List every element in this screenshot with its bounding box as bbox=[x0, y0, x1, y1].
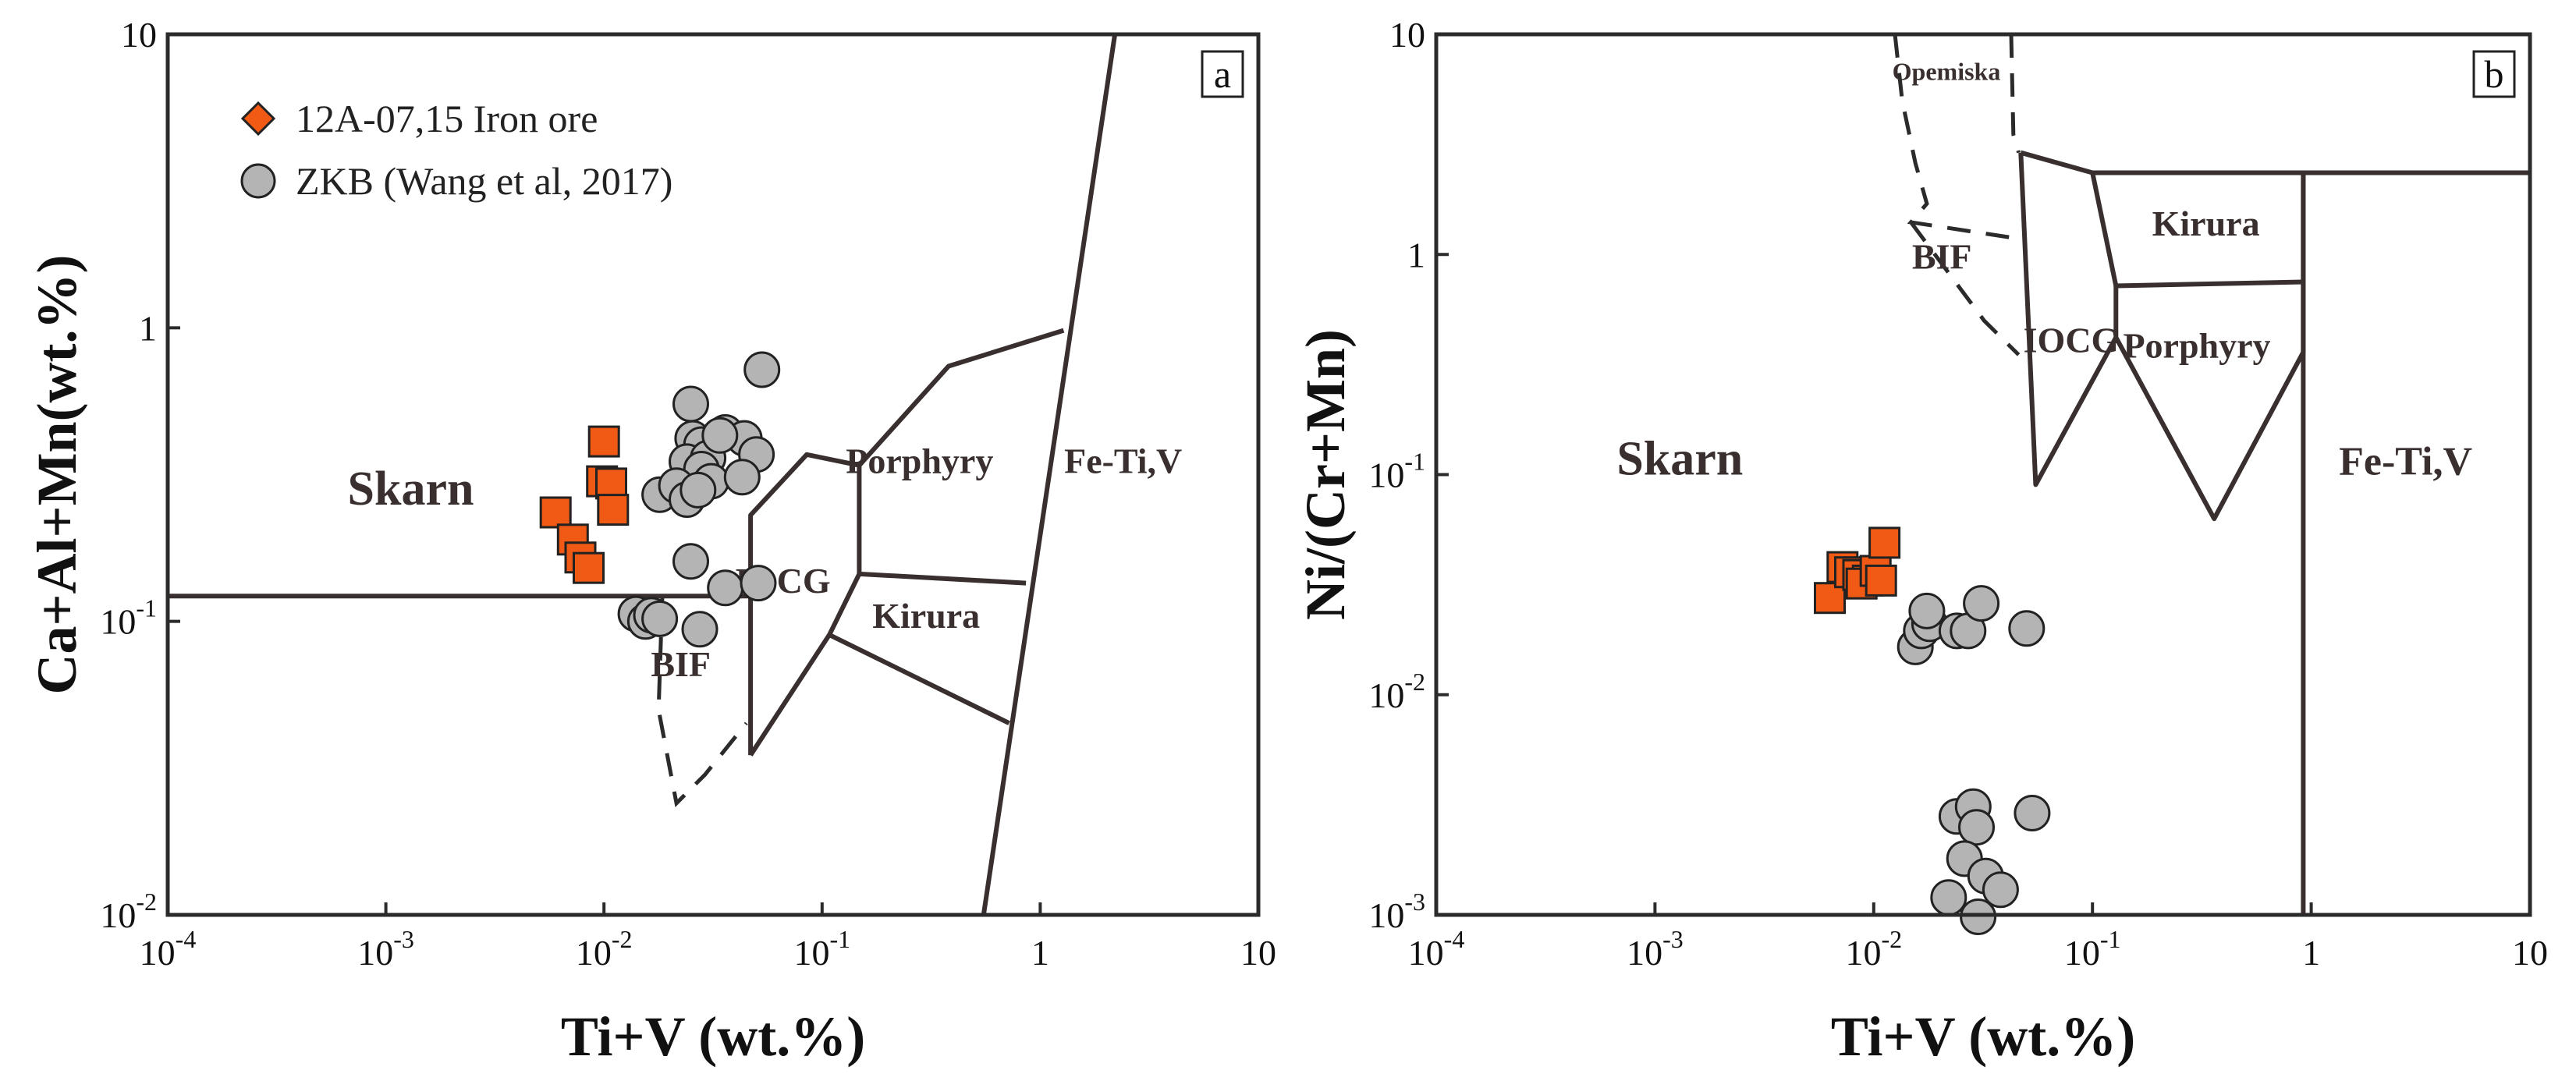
x-tick-label: 1 bbox=[1031, 933, 1049, 973]
panel-a-letter-badge: a bbox=[1201, 50, 1244, 98]
zkb-data-point bbox=[1963, 585, 2000, 622]
panel-b-field-labels: Opemiska Skarn Kirura BIF IOCG Porphyry Fe-Ti,… bbox=[1616, 58, 2472, 486]
y-tick-label: 10-2 bbox=[1368, 668, 1425, 715]
panel-a-y-axis-label: Ca+Al+Mn(wt.%) bbox=[26, 255, 88, 695]
y-tick-label: 1 bbox=[1407, 235, 1425, 275]
iron-ore-data-point bbox=[1865, 564, 1897, 597]
legend-circle-marker bbox=[240, 163, 276, 199]
field-label-skarn: Skarn bbox=[1616, 433, 1743, 486]
x-tick-label: 10-2 bbox=[1845, 925, 1902, 973]
legend-entry-label: ZKB (Wang et al, 2017) bbox=[296, 159, 672, 203]
zkb-data-point bbox=[1982, 871, 2019, 909]
panel-a-data-points bbox=[539, 351, 781, 648]
y-tick-label: 10-2 bbox=[100, 888, 157, 935]
field-label-fe-ti-v: Fe-Ti,V bbox=[2339, 440, 2472, 484]
x-tick-label: 10 bbox=[2512, 933, 2548, 973]
chart-panel-b: Opemiska Skarn Kirura BIF IOCG Porphyry Fe-Ti,… bbox=[1294, 15, 2548, 1068]
panel-b-field-boundaries bbox=[1893, 34, 2528, 915]
zkb-data-point bbox=[681, 611, 719, 648]
field-label-bif: BIF bbox=[1912, 237, 1972, 277]
iron-ore-data-point bbox=[587, 425, 620, 458]
zkb-data-point bbox=[672, 543, 709, 580]
y-tick-label: 1 bbox=[139, 308, 157, 348]
field-label-iocg: IOCG bbox=[2024, 321, 2120, 360]
zkb-data-point bbox=[740, 565, 777, 602]
panel-b-data-points bbox=[1814, 526, 2051, 935]
field-boundary-dashed-6 bbox=[656, 597, 748, 808]
panel-a-legend: 12A-07,15 Iron ore ZKB (Wang et al, 2017) bbox=[240, 97, 672, 203]
field-boundary-dashed-5 bbox=[1893, 34, 2019, 241]
panel-letter-box bbox=[1201, 50, 1244, 98]
panel-letter-box bbox=[2472, 50, 2516, 98]
field-boundary-2 bbox=[857, 328, 1065, 467]
field-label-bif: BIF bbox=[651, 644, 711, 684]
field-label-fe-ti-v: Fe-Ti,V bbox=[1064, 441, 1182, 481]
field-boundary-dashed-6 bbox=[1909, 221, 2021, 356]
field-label-porphyry: Porphyry bbox=[2123, 326, 2270, 366]
field-boundary-dashed-7 bbox=[2009, 34, 2021, 154]
panel-b-x-axis-label: Ti+V (wt.%) bbox=[1831, 1005, 2135, 1068]
field-boundary-1 bbox=[748, 452, 862, 757]
x-tick-label: 10-2 bbox=[576, 925, 633, 973]
field-label-opemiska: Opemiska bbox=[1893, 58, 2001, 86]
x-tick-label: 10-3 bbox=[1627, 925, 1684, 973]
field-boundary-1 bbox=[2020, 150, 2528, 175]
panel-a-field-boundaries bbox=[168, 34, 1118, 916]
panel-letter: a bbox=[1214, 52, 1231, 96]
field-label-porphyry: Porphyry bbox=[846, 441, 993, 481]
panel-b-y-axis-label: Ni/(Cr+Mn) bbox=[1294, 329, 1357, 620]
y-tick-label: 10-3 bbox=[1368, 888, 1425, 935]
zkb-data-point bbox=[1958, 809, 1995, 846]
x-tick-label: 10-4 bbox=[1408, 925, 1465, 973]
zkb-data-point bbox=[672, 385, 709, 423]
iron-ore-data-point bbox=[573, 551, 605, 584]
panel-b-letter-badge: b bbox=[2472, 50, 2516, 98]
zkb-data-point bbox=[2014, 795, 2051, 831]
iron-ore-data-point bbox=[539, 496, 572, 529]
x-tick-label: 1 bbox=[2302, 933, 2320, 973]
zkb-data-point bbox=[707, 569, 744, 607]
iron-ore-data-point bbox=[597, 494, 630, 526]
legend-diamond-marker bbox=[240, 101, 276, 136]
zkb-data-point bbox=[701, 416, 739, 454]
zkb-data-point bbox=[1930, 879, 1967, 916]
field-boundary-4 bbox=[828, 633, 1010, 725]
field-label-skarn: Skarn bbox=[348, 463, 474, 516]
iron-ore-data-point bbox=[1868, 526, 1901, 559]
field-label-kirura: Kirura bbox=[872, 596, 980, 636]
panel-letter: b bbox=[2485, 52, 2504, 96]
zkb-data-point bbox=[641, 600, 679, 637]
field-label-kirura: Kirura bbox=[2152, 204, 2260, 243]
panel-a-plot-frame bbox=[165, 32, 1261, 917]
x-tick-label: 10-1 bbox=[793, 925, 850, 973]
x-tick-label: 10-3 bbox=[357, 925, 414, 973]
zkb-data-point bbox=[723, 459, 761, 496]
x-tick-label: 10-1 bbox=[2064, 925, 2121, 973]
zkb-data-point bbox=[679, 471, 717, 509]
field-boundary-5 bbox=[981, 34, 1118, 916]
legend-entry-label: 12A-07,15 Iron ore bbox=[296, 97, 598, 140]
zkb-data-point bbox=[743, 351, 781, 388]
y-tick-label: 10-1 bbox=[100, 594, 157, 642]
y-tick-label: 10-1 bbox=[1368, 448, 1425, 495]
field-boundary-3 bbox=[859, 571, 1027, 586]
x-tick-label: 10 bbox=[1240, 933, 1276, 973]
zkb-data-point bbox=[1908, 592, 1946, 629]
x-tick-label: 10-4 bbox=[140, 925, 197, 973]
panel-a-axis-ticks: 10-4 10-3 10-2 10-1 1 10 10-2 10-1 1 10 bbox=[100, 15, 1276, 973]
panel-a-x-axis-label: Ti+V (wt.%) bbox=[561, 1005, 865, 1068]
y-tick-label: 10 bbox=[1389, 15, 1425, 55]
zkb-data-point bbox=[2008, 610, 2046, 647]
y-tick-label: 10 bbox=[121, 15, 157, 55]
